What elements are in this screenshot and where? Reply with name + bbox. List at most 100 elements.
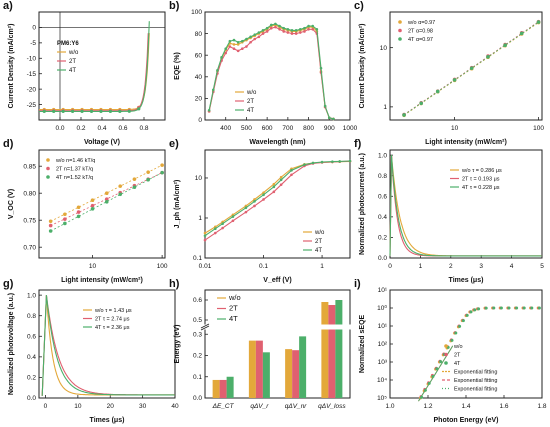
legend-entry: 4T xyxy=(454,361,461,367)
data-point xyxy=(435,89,440,94)
data-point xyxy=(530,306,534,310)
jph-curve-w/o xyxy=(204,160,351,234)
y-tick-label: 0.0 xyxy=(378,255,387,262)
y-tick-label: 10¹ xyxy=(378,323,388,330)
data-point xyxy=(90,203,95,208)
x-axis-label: Photon Energy (eV) xyxy=(434,417,499,424)
data-point xyxy=(146,170,150,174)
legend-entry: 4T α=0.97 xyxy=(408,37,433,43)
y-tick-label: -15 xyxy=(27,71,37,78)
data-point xyxy=(257,31,261,34)
data-point xyxy=(265,26,269,30)
data-point xyxy=(307,27,310,31)
x-axis-label: Wavelength (nm) xyxy=(249,139,305,146)
data-point xyxy=(290,29,294,32)
data-point xyxy=(323,104,327,108)
x-tick-label: 1.6 xyxy=(499,403,508,410)
bar xyxy=(321,302,329,398)
data-point xyxy=(249,40,252,44)
data-point xyxy=(221,222,224,225)
data-point xyxy=(269,23,273,27)
data-point xyxy=(286,27,290,31)
legend-entry: 2T τ = 2.74 μs xyxy=(95,317,130,323)
y-tick-label: 0.70 xyxy=(23,244,36,251)
data-point xyxy=(160,163,164,167)
data-point xyxy=(278,24,281,28)
data-point xyxy=(272,190,276,194)
data-point xyxy=(253,33,257,36)
x-tick-label: 1.4 xyxy=(461,403,470,410)
x-tick-label: 1000 xyxy=(343,125,358,132)
category-label: qΔV_nr xyxy=(285,403,308,410)
y-tick-label: 40 xyxy=(195,74,203,81)
y-tick-label: 0.2 xyxy=(27,375,36,382)
data-point xyxy=(402,113,406,117)
data-point xyxy=(311,27,315,31)
data-point xyxy=(132,185,137,190)
bar xyxy=(212,379,220,398)
data-point xyxy=(52,109,56,113)
data-point xyxy=(294,29,298,32)
data-point xyxy=(303,163,306,166)
legend-entry: w/o τ = 0.286 μs xyxy=(461,168,502,174)
tpc-curve-4T xyxy=(389,155,542,257)
data-point xyxy=(279,178,283,182)
y-tick-label: 0 xyxy=(198,117,202,124)
data-point xyxy=(262,191,265,194)
x-tick-label: 10 xyxy=(74,403,82,410)
data-point xyxy=(458,324,462,328)
panel-f: f) Times (μs) Normalized photocurrent (a.u… xyxy=(354,138,544,284)
data-point xyxy=(118,109,122,113)
x-tick-label: 0.0 xyxy=(55,125,64,132)
data-point xyxy=(272,185,276,189)
x-tick-label: 1 xyxy=(419,263,423,270)
data-point xyxy=(132,177,137,181)
data-point xyxy=(224,47,228,51)
data-point xyxy=(499,306,503,310)
y-axis-label: Current Density (mA/cm²) xyxy=(359,24,366,109)
data-point xyxy=(220,56,223,59)
y-tick-label: -5 xyxy=(30,40,36,47)
data-point xyxy=(253,37,257,41)
data-point xyxy=(331,160,334,163)
y-tick-label: 100 xyxy=(191,9,202,16)
bar xyxy=(328,305,336,398)
data-point xyxy=(232,43,236,46)
legend-entry: 4T xyxy=(229,314,238,323)
legend-entry: w/o xyxy=(228,293,241,302)
data-point xyxy=(244,204,248,208)
x-axis-label: Voltage (V) xyxy=(84,139,120,146)
data-point xyxy=(90,207,95,211)
data-point xyxy=(76,205,81,210)
bar xyxy=(255,340,263,398)
y-tick-label: 0.2 xyxy=(378,235,387,242)
legend-entry: w/o τ = 1.43 μs xyxy=(94,308,132,314)
x-tick-label: 20 xyxy=(107,403,115,410)
bar xyxy=(285,349,293,398)
axis-break-mark xyxy=(200,325,210,331)
y-axis-label: Normalized photocurrent (a.u.) xyxy=(359,153,366,255)
x-tick-label: 0.6 xyxy=(118,125,127,132)
y-axis-label: Normalized sEQE xyxy=(359,314,366,373)
y-tick-label: 60 xyxy=(195,52,203,59)
y-tick-label: 20 xyxy=(195,96,203,103)
y-tick-label: 0 xyxy=(32,25,36,32)
data-point xyxy=(486,55,490,59)
data-point xyxy=(245,37,248,41)
data-point xyxy=(279,183,283,186)
legend-entry: w/o xyxy=(68,50,79,56)
x-tick-label: 100 xyxy=(157,263,168,270)
y-tick-label: 0.8 xyxy=(378,173,387,180)
data-point xyxy=(231,215,235,218)
data-point xyxy=(298,27,302,31)
bar xyxy=(335,300,343,398)
data-point xyxy=(261,32,265,35)
data-point xyxy=(216,69,219,72)
data-point xyxy=(89,109,94,113)
data-point xyxy=(262,198,265,201)
x-tick-label: 0.01 xyxy=(199,263,212,270)
data-point xyxy=(536,20,541,24)
jv-curve-2T xyxy=(39,33,149,112)
x-axis-label: Light intensity (mW/cm²) xyxy=(61,277,143,284)
